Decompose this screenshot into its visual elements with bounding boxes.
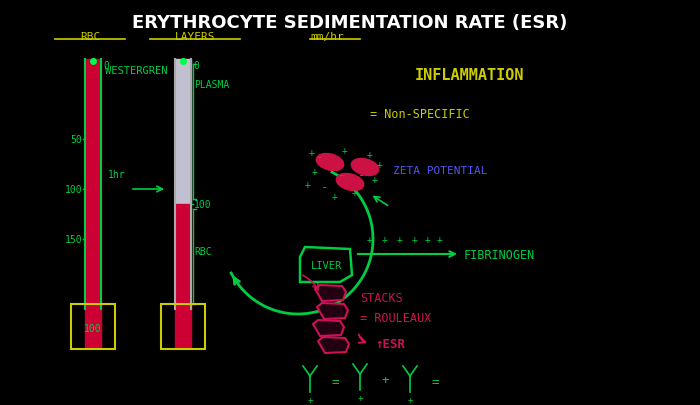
Ellipse shape xyxy=(316,154,344,171)
Text: PLASMA: PLASMA xyxy=(194,80,230,90)
Text: -: - xyxy=(321,181,329,194)
Text: =: = xyxy=(331,375,339,388)
Ellipse shape xyxy=(336,174,364,191)
Text: ↑ESR: ↑ESR xyxy=(375,337,405,350)
Bar xyxy=(161,304,205,349)
Text: +: + xyxy=(425,234,431,244)
Text: 50: 50 xyxy=(70,135,82,145)
Text: = ROULEAUX: = ROULEAUX xyxy=(360,311,431,324)
Text: +: + xyxy=(352,188,358,198)
Bar xyxy=(175,205,191,309)
Text: +: + xyxy=(377,160,383,170)
Bar xyxy=(71,304,115,349)
Text: =: = xyxy=(431,375,439,388)
Polygon shape xyxy=(313,320,344,336)
Text: -: - xyxy=(316,151,323,164)
Bar xyxy=(85,60,101,309)
Polygon shape xyxy=(318,337,349,353)
Text: +: + xyxy=(305,179,311,190)
Text: ZETA POTENTIAL: ZETA POTENTIAL xyxy=(393,166,487,175)
Text: 100: 100 xyxy=(64,185,82,194)
Text: +: + xyxy=(342,146,348,156)
Polygon shape xyxy=(317,303,348,319)
Text: -: - xyxy=(358,169,365,182)
Ellipse shape xyxy=(351,159,379,176)
Text: +: + xyxy=(312,166,318,177)
Bar xyxy=(175,60,191,205)
Bar xyxy=(175,306,191,347)
Text: +: + xyxy=(307,395,313,404)
Text: 0: 0 xyxy=(103,61,109,71)
Polygon shape xyxy=(315,285,346,301)
Text: RBC: RBC xyxy=(194,246,211,256)
Text: +: + xyxy=(332,192,338,202)
Text: +: + xyxy=(382,234,388,244)
Text: +: + xyxy=(382,373,388,386)
Text: 1hr: 1hr xyxy=(108,170,125,179)
Text: 150: 150 xyxy=(64,234,82,244)
Text: +: + xyxy=(309,148,315,158)
Text: = Non-SPECIFIC: = Non-SPECIFIC xyxy=(370,108,470,121)
Text: RBC: RBC xyxy=(80,32,100,42)
Text: -: - xyxy=(338,169,346,182)
Text: +: + xyxy=(412,234,418,244)
Text: +: + xyxy=(357,393,363,402)
Text: +: + xyxy=(397,234,403,244)
Text: +: + xyxy=(407,395,413,404)
Text: FIBRINOGEN: FIBRINOGEN xyxy=(464,248,536,261)
Text: INFLAMMATION: INFLAMMATION xyxy=(415,68,525,83)
Text: LAYERS: LAYERS xyxy=(175,32,216,42)
Text: +: + xyxy=(367,234,373,244)
Text: +: + xyxy=(437,234,443,244)
Text: STACKS: STACKS xyxy=(360,291,402,304)
Text: +: + xyxy=(367,149,373,160)
Text: +: + xyxy=(372,175,378,185)
Text: 100: 100 xyxy=(84,323,102,333)
Text: WESTERGREN: WESTERGREN xyxy=(105,66,167,76)
Text: 0: 0 xyxy=(193,61,199,71)
Text: mm/hr: mm/hr xyxy=(310,32,344,42)
Bar xyxy=(85,306,101,347)
Text: ERYTHROCYTE SEDIMENTATION RATE (ESR): ERYTHROCYTE SEDIMENTATION RATE (ESR) xyxy=(132,14,568,32)
Text: LIVER: LIVER xyxy=(310,260,342,270)
Text: 100: 100 xyxy=(194,200,211,209)
